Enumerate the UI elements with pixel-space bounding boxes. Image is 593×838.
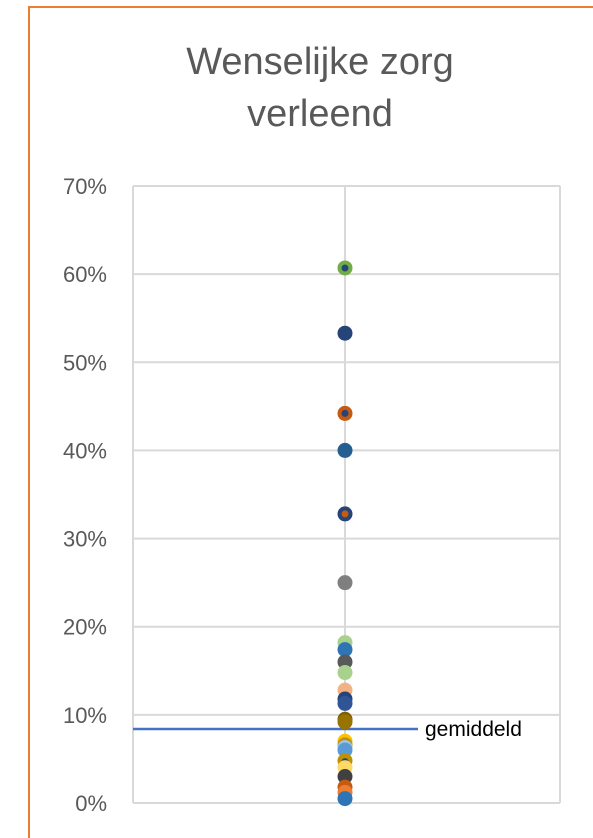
data-point-10 — [337, 642, 353, 658]
data-point-25 — [337, 769, 353, 785]
data-point-12 — [337, 665, 353, 681]
data-point-11 — [337, 654, 353, 670]
y-tick-label-7: 70% — [63, 174, 107, 199]
data-point-4 — [341, 409, 349, 417]
frame-border-top — [28, 6, 593, 8]
data-point-17 — [337, 714, 353, 730]
y-tick-label-5: 50% — [63, 350, 107, 375]
y-tick-label-6: 60% — [63, 262, 107, 287]
y-tick-label-1: 10% — [63, 703, 107, 728]
data-point-8 — [337, 575, 353, 591]
chart-title-line-1: Wenselijke zorg — [186, 41, 454, 83]
chart-title-line-2: verleend — [247, 93, 393, 135]
data-point-15 — [337, 695, 353, 711]
y-tick-label-4: 40% — [63, 438, 107, 463]
frame-border-left — [28, 6, 30, 838]
y-tick-label-0: 0% — [75, 791, 107, 816]
data-point-28 — [337, 791, 353, 807]
y-tick-label-2: 20% — [63, 615, 107, 640]
data-point-2 — [337, 325, 353, 341]
chart-title: Wenselijke zorg verleend — [60, 36, 580, 140]
mean-line-label: gemiddeld — [425, 718, 522, 741]
data-point-5 — [337, 442, 353, 458]
data-point-7 — [341, 510, 349, 518]
data-point-21 — [337, 742, 353, 758]
y-tick-label-3: 30% — [63, 527, 107, 552]
data-point-1 — [341, 264, 349, 272]
